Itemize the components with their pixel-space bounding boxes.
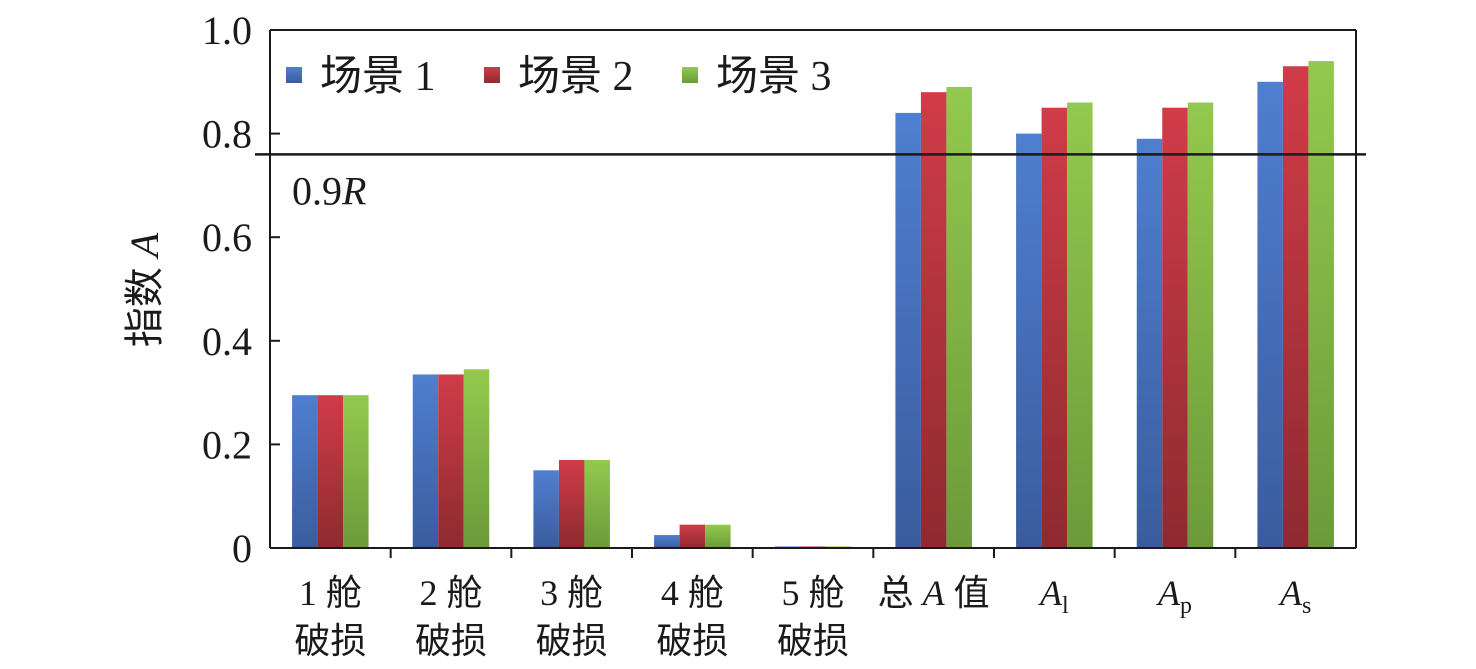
bar (1067, 102, 1093, 549)
bar (920, 92, 947, 548)
bar (584, 459, 610, 548)
bar (343, 395, 369, 548)
x-category-label: 1 舱 (299, 573, 362, 613)
x-category-label: 2 舱 (419, 573, 482, 613)
bar (654, 535, 680, 548)
x-category-label: As (1278, 573, 1311, 619)
bar (412, 374, 439, 548)
x-category-label: 破损 (777, 621, 849, 661)
y-tick-label: 0.6 (202, 215, 252, 260)
legend: 场景 1 场景 2 场景 3 (286, 54, 832, 100)
x-category-label: 5 舱 (781, 573, 844, 613)
bar (558, 459, 585, 548)
x-category-label: 总 A 值 (878, 573, 990, 613)
x-category-label: Ap (1156, 573, 1192, 619)
y-tick-label: 0 (232, 526, 252, 571)
bar (705, 524, 731, 548)
bar (1257, 81, 1283, 549)
bar (317, 395, 344, 548)
bar (533, 470, 559, 548)
y-tick-label: 1.0 (202, 8, 252, 53)
bar (438, 374, 464, 548)
bar (1016, 133, 1042, 548)
x-category-label: 4 舱 (661, 573, 724, 613)
reference-line-label: 0.9R (292, 168, 366, 213)
x-category-label: 破损 (415, 621, 487, 661)
x-category-label: 破损 (656, 621, 728, 661)
legend-label: 场景 3 (716, 54, 832, 100)
x-category-label: 破损 (294, 621, 366, 661)
x-category-label: 3 舱 (540, 573, 603, 613)
legend-swatch (682, 67, 698, 83)
legend-swatch (484, 67, 500, 83)
labels-layer: 0 0.2 0.4 0.6 0.8 1.0 1 舱破损 2 舱破损 3 舱破损 4 舱破损 5 舱破… (122, 8, 1311, 661)
legend-swatch (286, 67, 302, 83)
bar (679, 524, 706, 548)
bars-layer (292, 61, 1334, 549)
y-axis-title: 指数 A (122, 232, 167, 347)
bar (1162, 107, 1188, 548)
bar (1041, 107, 1068, 548)
bar (895, 112, 921, 548)
bar (292, 395, 318, 548)
y-tick-label: 0.2 (202, 422, 252, 467)
legend-label: 场景 2 (518, 54, 634, 100)
y-tick-label: 0.4 (202, 319, 252, 364)
bar (463, 369, 490, 548)
bar (1187, 102, 1214, 549)
y-tick-label: 0.8 (202, 112, 252, 157)
legend-label: 场景 1 (320, 54, 436, 100)
x-category-label: 破损 (536, 621, 608, 661)
bar (946, 86, 972, 548)
axes-layer (255, 29, 1366, 558)
x-category-label: Al (1038, 573, 1069, 619)
bar (1282, 66, 1309, 548)
bar (1308, 61, 1334, 548)
bar (1136, 138, 1163, 548)
